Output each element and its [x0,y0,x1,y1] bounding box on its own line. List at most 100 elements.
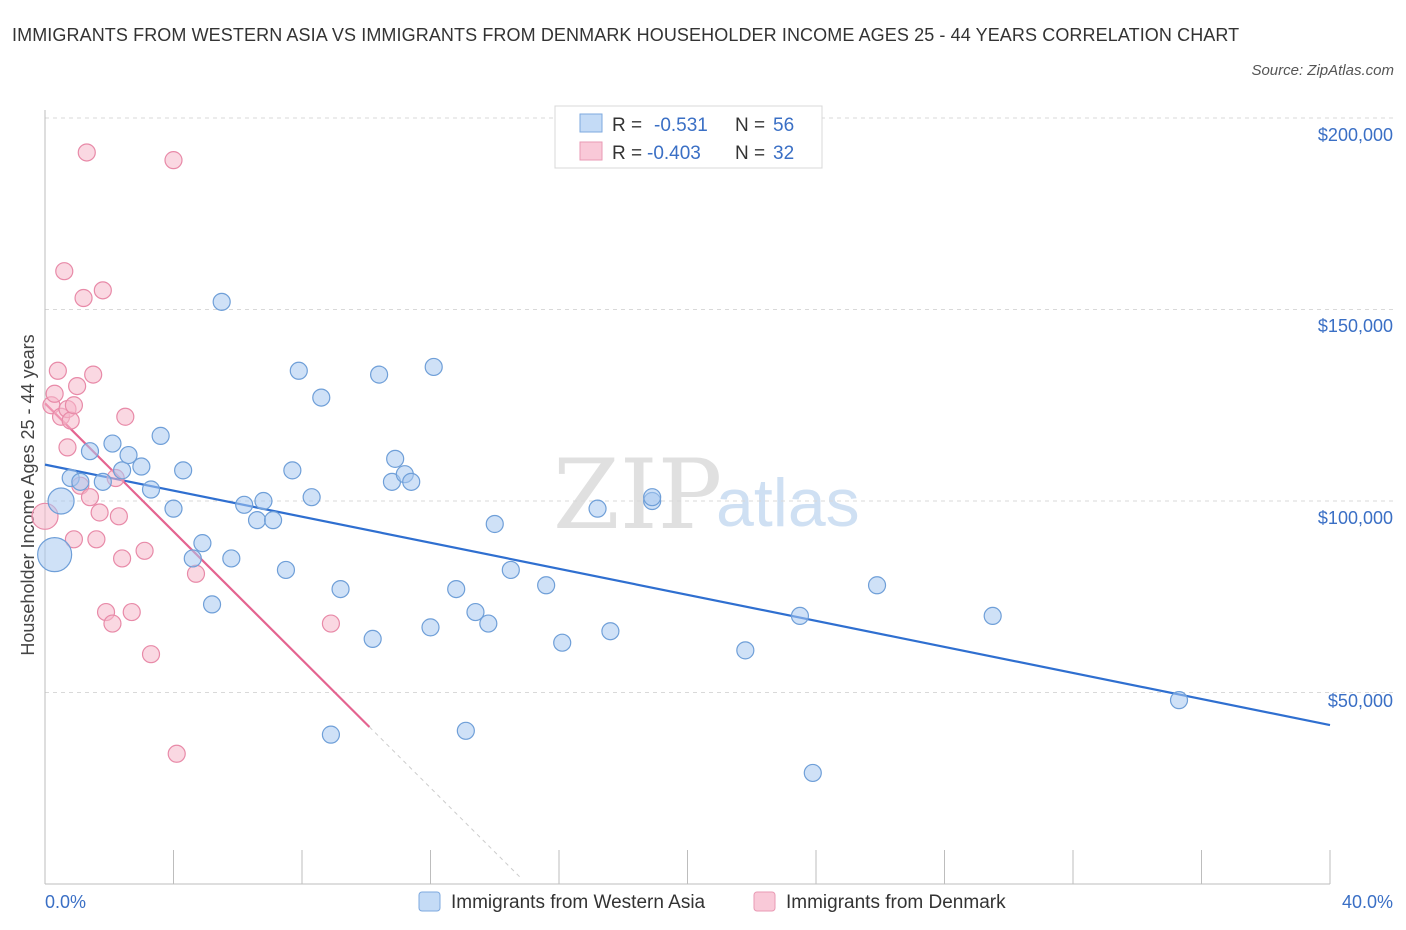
series-denmark-points [31,143,341,763]
western-asia-point [183,549,202,568]
denmark-point [321,614,341,633]
y-tick-label-50000: $50,000 [1328,691,1393,711]
source-credit: Source: ZipAtlas.com [1251,62,1394,79]
western-asia-point [212,292,231,311]
western-asia-point [370,365,389,384]
western-asia-point [643,488,662,507]
western-asia-point [1169,691,1189,710]
western-asia-point [276,560,296,580]
stats-legend: R = -0.531 N = 56 R = -0.403 N = 32 [554,105,823,169]
western-asia-point [537,576,556,595]
western-asia-point [80,442,100,461]
western-asia-point [466,602,485,622]
western-asia-point [501,560,520,580]
western-asia-point [132,457,151,476]
y-axis-title: Householder Income Ages 25 - 44 years [18,334,38,655]
western-asia-point [456,721,475,740]
denmark-point [167,744,186,763]
chart-title: IMMIGRANTS FROM WESTERN ASIA VS IMMIGRAN… [12,25,1240,45]
western-asia-point [247,511,267,530]
western-asia-point [331,579,350,599]
denmark-point [64,396,84,415]
western-asia-point [202,595,222,614]
western-asia-point [803,763,822,783]
western-asia-point [193,534,212,553]
denmark-point [64,530,84,549]
western-asia-point [736,641,755,660]
stats-legend-n-value-pink: 32 [773,143,794,164]
legend-swatch-denmark [753,891,776,912]
stats-legend-n-label-pink: N = [735,143,765,164]
western-asia-point [263,511,283,530]
denmark-point [90,503,109,522]
western-asia-point [103,434,122,453]
western-asia-point [321,725,341,744]
western-asia-point [174,461,193,480]
denmark-point [112,549,132,568]
denmark-point [61,411,80,430]
western-asia-point [588,499,607,518]
western-asia-point [112,461,132,480]
series-legend: Immigrants from Western Asia Immigrants … [418,891,1006,913]
stats-legend-n-value-blue: 56 [773,115,794,136]
x-tick-label-max: 40.0% [1342,892,1393,912]
western-asia-point [983,606,1002,626]
denmark-point [103,614,122,633]
denmark-point [87,530,106,549]
western-asia-point [601,622,620,641]
stats-legend-r-value-pink: -0.403 [647,143,701,164]
denmark-point [186,564,206,583]
western-asia-point [485,514,504,534]
watermark-zip: ZIP [553,439,722,551]
western-asia-point [421,618,440,637]
western-asia-point [235,495,254,514]
trend-line-denmark-extension [369,726,521,878]
y-tick-label-150000: $150,000 [1318,316,1393,336]
stats-legend-swatch-pink [579,141,603,161]
western-asia-point [93,472,112,491]
western-asia-point [164,499,183,518]
stats-legend-r-label-pink: R = [612,143,642,164]
denmark-point [84,365,103,384]
western-asia-point [302,488,321,507]
western-asia-point [222,549,241,568]
western-asia-point [71,472,90,491]
denmark-point [68,377,87,396]
western-asia-point [479,614,498,633]
x-tick-label-min: 0.0% [45,892,86,912]
y-tick-label-100000: $100,000 [1318,508,1393,528]
denmark-point [48,361,67,380]
western-asia-point [867,576,887,595]
legend-label-denmark: Immigrants from Denmark [786,892,1006,913]
western-asia-point [151,426,170,445]
western-asia-point [386,449,405,468]
western-asia-point [47,487,75,515]
western-asia-point [37,537,73,573]
legend-swatch-western-asia [418,891,441,912]
western-asia-point [790,606,810,626]
stats-legend-r-value-blue: -0.531 [654,115,708,136]
western-asia-point [141,480,161,499]
stats-legend-n-label-blue: N = [735,115,765,136]
denmark-point [109,507,128,526]
y-tick-label-200000: $200,000 [1318,125,1393,145]
western-asia-point [363,629,382,648]
western-asia-point [402,472,421,491]
denmark-point [141,645,161,664]
western-asia-point [289,361,308,380]
denmark-point [135,541,154,560]
trend-line-denmark [44,402,371,728]
denmark-point [77,143,96,162]
denmark-point [93,281,112,300]
western-asia-point [553,633,572,652]
denmark-point [116,407,135,426]
denmark-point [45,384,64,403]
denmark-point [55,262,74,281]
stats-legend-swatch-blue [579,113,603,133]
series-western-asia-points [37,292,1189,783]
western-asia-point [447,579,466,599]
denmark-point [74,288,93,308]
denmark-point [164,151,183,170]
denmark-point [80,488,100,507]
